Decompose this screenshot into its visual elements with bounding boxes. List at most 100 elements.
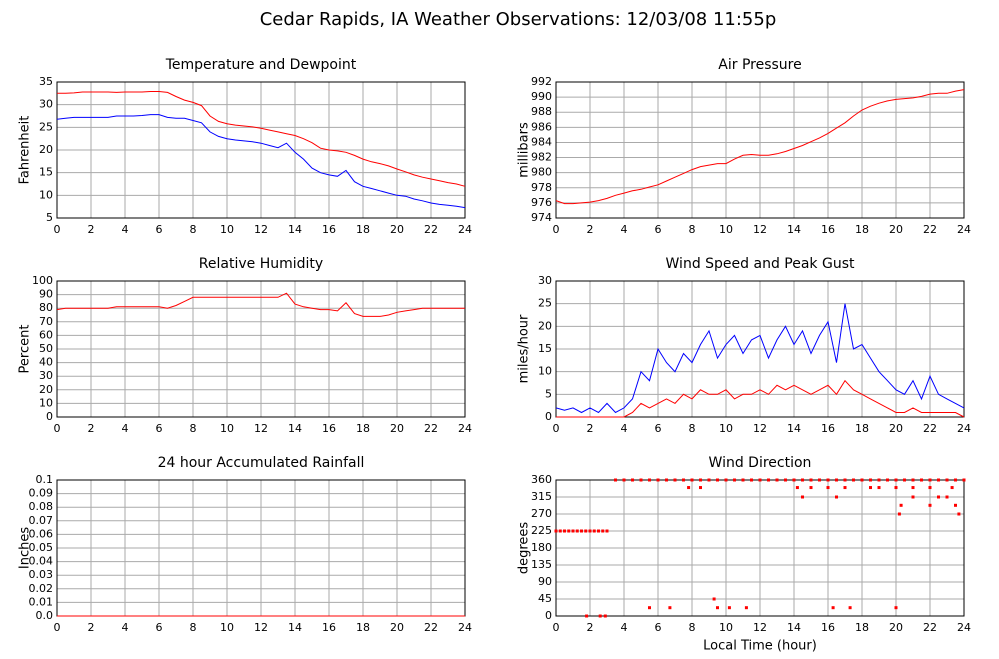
data-point [558,529,562,533]
y-tick-label: 982 [531,151,552,164]
x-tick-label: 18 [855,223,869,236]
data-point [843,478,847,482]
y-tick-label: 0.07 [29,514,54,527]
data-point [809,478,813,482]
data-point [707,478,711,482]
y-tick-label: 986 [531,120,552,133]
y-tick-label: 60 [39,328,53,341]
data-point [592,529,596,533]
data-line [555,303,965,414]
data-point [920,478,923,482]
y-tick-label: 0.06 [29,527,54,540]
data-point [554,529,558,533]
x-tick-label: 12 [753,223,767,236]
x-tick-label: 16 [821,223,835,236]
x-tick-label: 0 [553,422,560,435]
data-point [575,529,579,533]
data-point [937,495,940,499]
x-tick-label: 2 [587,621,594,634]
data-point [648,606,651,610]
x-tick-label: 0 [54,422,61,435]
y-tick-label: 30 [538,274,552,287]
y-tick-label: 10 [538,365,552,378]
data-point [860,478,864,482]
y-tick-label: 25 [538,297,552,310]
x-tick-label: 8 [689,621,696,634]
y-tick-label: 0 [545,609,552,622]
y-axis-label: miles/hour [517,314,532,383]
data-point [687,486,691,490]
data-point [603,614,607,618]
x-tick-label: 4 [122,223,129,236]
y-tick-label: 0.04 [29,555,54,568]
page-title: Cedar Rapids, IA Weather Observations: 1… [260,9,777,30]
x-tick-label: 6 [655,223,662,236]
data-point [656,478,660,482]
data-line [57,91,466,187]
x-tick-label: 20 [889,223,903,236]
x-tick-label: 4 [122,621,129,634]
data-point [712,597,716,601]
data-point [894,486,898,490]
data-point [801,495,804,499]
data-point [801,478,804,482]
panel-title: Relative Humidity [199,256,323,272]
y-tick-label: 50 [39,342,53,355]
x-tick-label: 18 [356,223,370,236]
data-point [852,478,855,482]
data-point [648,478,651,482]
x-tick-label: 14 [288,223,302,236]
y-tick-label: 10 [39,396,53,409]
data-point [622,478,626,482]
data-point [911,478,915,482]
x-tick-label: 14 [787,422,801,435]
y-tick-label: 0.01 [29,595,54,608]
x-tick-label: 12 [254,422,268,435]
x-tick-label: 0 [553,223,560,236]
y-tick-label: 980 [531,166,552,179]
x-tick-label: 18 [356,422,370,435]
data-point [897,512,901,516]
data-point [673,478,677,482]
data-point [588,529,592,533]
data-point [597,529,600,533]
plot-frame [555,81,965,219]
x-tick-label: 20 [889,422,903,435]
x-tick-label: 24 [957,223,971,236]
x-tick-label: 22 [923,621,937,634]
data-point [750,478,753,482]
x-tick-label: 10 [220,621,234,634]
data-point [962,478,966,482]
y-tick-label: 0.08 [29,500,54,513]
x-tick-label: 10 [719,621,733,634]
y-tick-label: 20 [39,143,53,156]
data-point [809,486,813,490]
x-tick-label: 6 [655,422,662,435]
data-point [767,478,770,482]
x-tick-label: 0 [54,223,61,236]
x-tick-label: 2 [88,422,95,435]
x-tick-label: 10 [719,223,733,236]
panel-title: Wind Direction [709,455,812,471]
data-point [668,606,672,610]
data-line [556,379,965,418]
x-tick-label: 10 [220,422,234,435]
data-point [601,529,605,533]
y-tick-label: 15 [538,342,552,355]
data-point [831,606,835,610]
y-tick-label: 992 [531,75,552,88]
y-tick-label: 40 [39,356,53,369]
x-tick-label: 22 [424,223,438,236]
x-tick-label: 4 [122,422,129,435]
data-point [795,486,799,490]
y-tick-label: 30 [39,98,53,111]
x-tick-label: 22 [923,223,937,236]
y-tick-label: 70 [39,315,53,328]
y-tick-label: 978 [531,181,552,194]
x-tick-label: 20 [390,621,404,634]
data-point [950,486,954,490]
y-tick-label: 976 [531,196,552,209]
y-tick-label: 0.09 [29,487,54,500]
data-point [784,478,787,482]
